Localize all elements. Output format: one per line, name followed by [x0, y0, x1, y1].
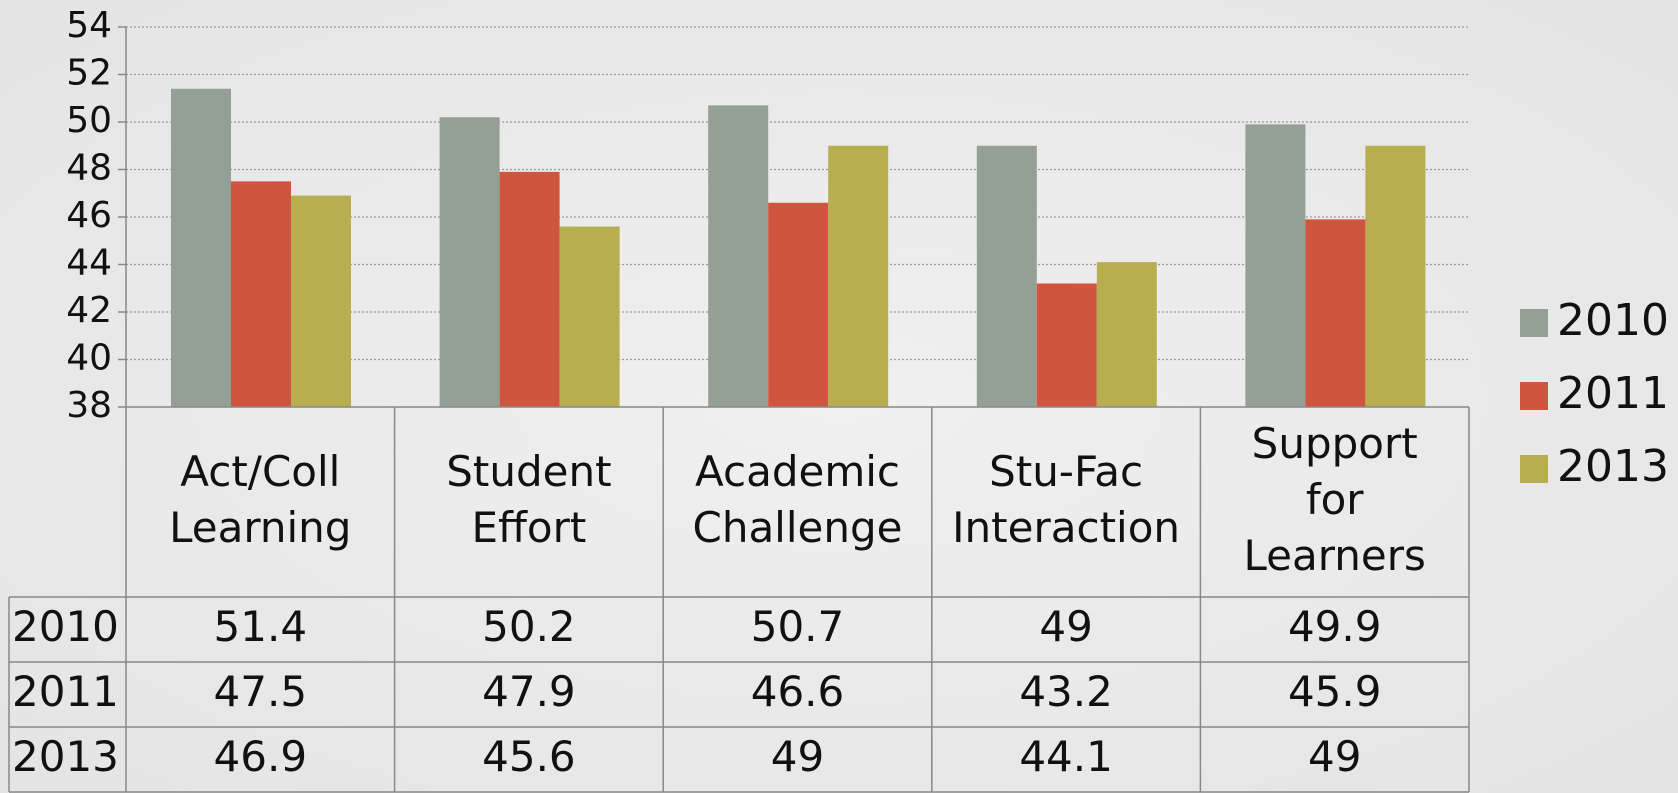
cell-value: 49: [771, 732, 824, 781]
legend-label: 2013: [1557, 441, 1669, 492]
category-label: Support for Learners: [1244, 419, 1426, 580]
bar: [768, 202, 829, 407]
y-tick-label: 54: [66, 5, 112, 46]
bar: [1305, 219, 1366, 407]
bar: [559, 226, 620, 407]
cell-value: 49: [1308, 732, 1361, 781]
category-line: Student: [446, 447, 611, 496]
category-line: Learning: [169, 503, 351, 552]
y-tick-label: 44: [66, 243, 112, 284]
cell-value: 44.1: [1019, 732, 1113, 781]
category-line: Effort: [471, 503, 586, 552]
cell-value: 49.9: [1288, 602, 1382, 651]
cell-value: 50.2: [482, 602, 576, 651]
category-line: Challenge: [693, 503, 903, 552]
legend-swatch: [1520, 382, 1548, 410]
cell-value: 49: [1039, 602, 1092, 651]
cell-value: 46.9: [214, 732, 308, 781]
cell-value: 45.6: [482, 732, 576, 781]
category-line: Academic: [695, 447, 900, 496]
y-tick-label: 38: [66, 385, 112, 426]
y-tick-label: 40: [66, 338, 112, 379]
row-label: 2010: [12, 602, 119, 651]
category-label: Act/Coll Learning: [169, 447, 351, 552]
y-tick-label: 48: [66, 148, 112, 189]
row-label: 2013: [12, 732, 119, 781]
cell-value: 47.9: [482, 667, 576, 716]
bar: [499, 171, 560, 407]
cell-value: 51.4: [214, 602, 308, 651]
category-line: Act/Coll: [180, 447, 340, 496]
cell-value: 43.2: [1019, 667, 1113, 716]
legend-swatch: [1520, 309, 1548, 337]
category-label: Academic Challenge: [693, 447, 903, 552]
bar: [1036, 283, 1097, 407]
bar: [976, 145, 1037, 407]
bar: [291, 195, 351, 407]
y-tick-label: 50: [66, 100, 112, 141]
y-tick-label: 46: [66, 195, 112, 236]
legend-swatch: [1520, 455, 1548, 483]
cell-value: 47.5: [214, 667, 308, 716]
bar: [231, 181, 291, 407]
bar: [1096, 262, 1157, 407]
cell-value: 50.7: [751, 602, 845, 651]
y-tick-label: 52: [66, 53, 112, 94]
row-label: 2011: [12, 667, 119, 716]
y-tick-label: 42: [66, 290, 112, 331]
bar: [171, 88, 231, 407]
cell-value: 45.9: [1288, 667, 1382, 716]
category-line: Stu-Fac: [989, 447, 1143, 496]
category-line: for: [1306, 475, 1364, 524]
bar: [708, 105, 769, 407]
cell-value: 46.6: [751, 667, 845, 716]
legend-label: 2011: [1557, 368, 1669, 419]
category-line: Learners: [1244, 531, 1426, 580]
category-line: Interaction: [952, 503, 1180, 552]
bar: [1245, 124, 1306, 407]
bar: [439, 117, 500, 407]
bar: [828, 145, 889, 407]
legend-label: 2010: [1557, 295, 1669, 346]
bar: [1365, 145, 1426, 407]
category-label: Stu-Fac Interaction: [952, 447, 1180, 552]
category-label: Student Effort: [446, 447, 611, 552]
category-line: Support: [1252, 419, 1418, 468]
